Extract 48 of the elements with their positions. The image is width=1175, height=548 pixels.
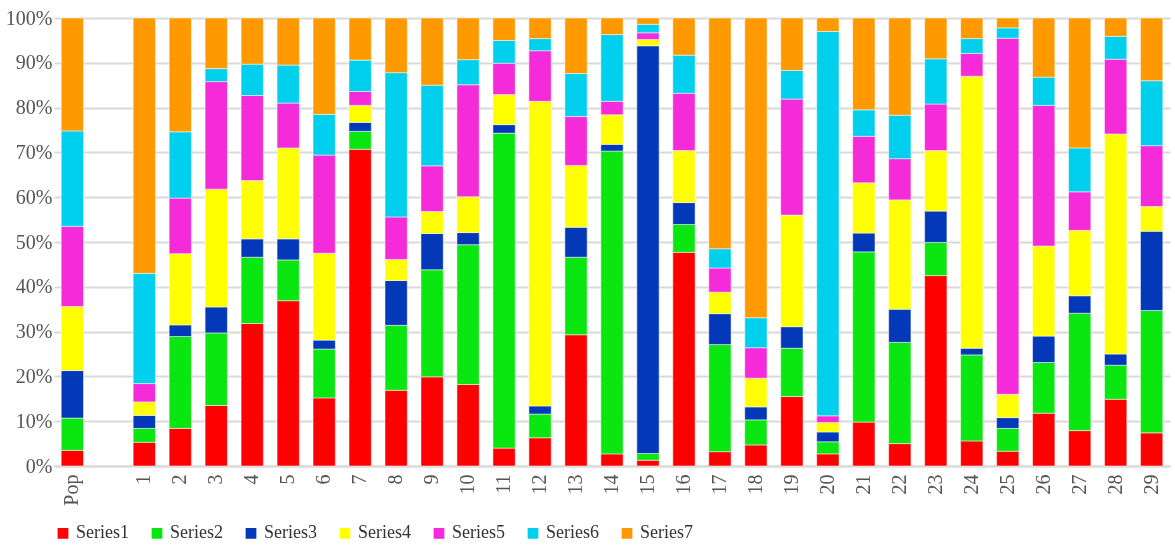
y-tick-label: 90% <box>15 51 53 74</box>
x-tick-label: 4 <box>240 474 263 485</box>
x-tick-label: 26 <box>1031 474 1054 495</box>
x-tick-label: 9 <box>420 474 443 485</box>
legend-label: Series4 <box>358 522 411 543</box>
x-tick-label: 20 <box>815 474 838 495</box>
x-tick-label: 7 <box>348 474 371 485</box>
y-tick-label: 50% <box>15 230 53 253</box>
x-tick-label: 14 <box>600 474 622 495</box>
x-tick-label: 22 <box>887 474 910 495</box>
x-tick-label: 21 <box>851 474 874 495</box>
legend-label: Series6 <box>546 522 599 543</box>
x-tick-label: 24 <box>959 474 982 495</box>
x-tick-label: 15 <box>635 474 658 495</box>
x-tick-label: 10 <box>456 474 479 495</box>
legend-label: Series5 <box>452 522 505 543</box>
y-tick-label: 70% <box>15 140 53 163</box>
x-tick-label: 3 <box>204 474 227 485</box>
y-tick-label: 100% <box>5 6 53 29</box>
y-tick-label: 30% <box>15 320 53 343</box>
x-tick-label: 8 <box>384 474 407 485</box>
x-tick-label: 2 <box>168 474 191 485</box>
legend-label: Series2 <box>170 522 223 543</box>
y-tick-label: 80% <box>15 96 53 119</box>
x-tick-label: 5 <box>276 474 299 485</box>
x-tick-label: 23 <box>923 474 946 495</box>
x-tick-label: 19 <box>779 474 802 495</box>
x-tick-label: 17 <box>707 474 730 495</box>
y-tick-label: 60% <box>15 185 53 208</box>
x-tick-label: 6 <box>312 474 335 485</box>
y-tick-label: 20% <box>15 364 53 387</box>
x-tick-label: 25 <box>995 474 1018 495</box>
legend-label: Series7 <box>640 522 693 543</box>
x-tick-label: 12 <box>528 474 551 495</box>
x-tick-label: 11 <box>492 474 515 494</box>
x-tick-label: 13 <box>564 474 587 495</box>
x-tick-label: 16 <box>671 474 694 495</box>
x-tick-label: 27 <box>1067 474 1090 495</box>
y-tick-label: 10% <box>15 409 53 432</box>
x-tick-label: 29 <box>1139 474 1162 495</box>
x-tick-label: 28 <box>1103 474 1126 495</box>
legend-label: Series3 <box>264 522 317 543</box>
x-tick-label: 18 <box>743 474 766 495</box>
y-tick-label: 40% <box>15 275 53 298</box>
y-tick-label: 0% <box>25 454 53 477</box>
x-tick-label: Pop <box>60 474 84 506</box>
x-tick-label: 1 <box>132 474 155 485</box>
legend-label: Series1 <box>76 522 129 543</box>
